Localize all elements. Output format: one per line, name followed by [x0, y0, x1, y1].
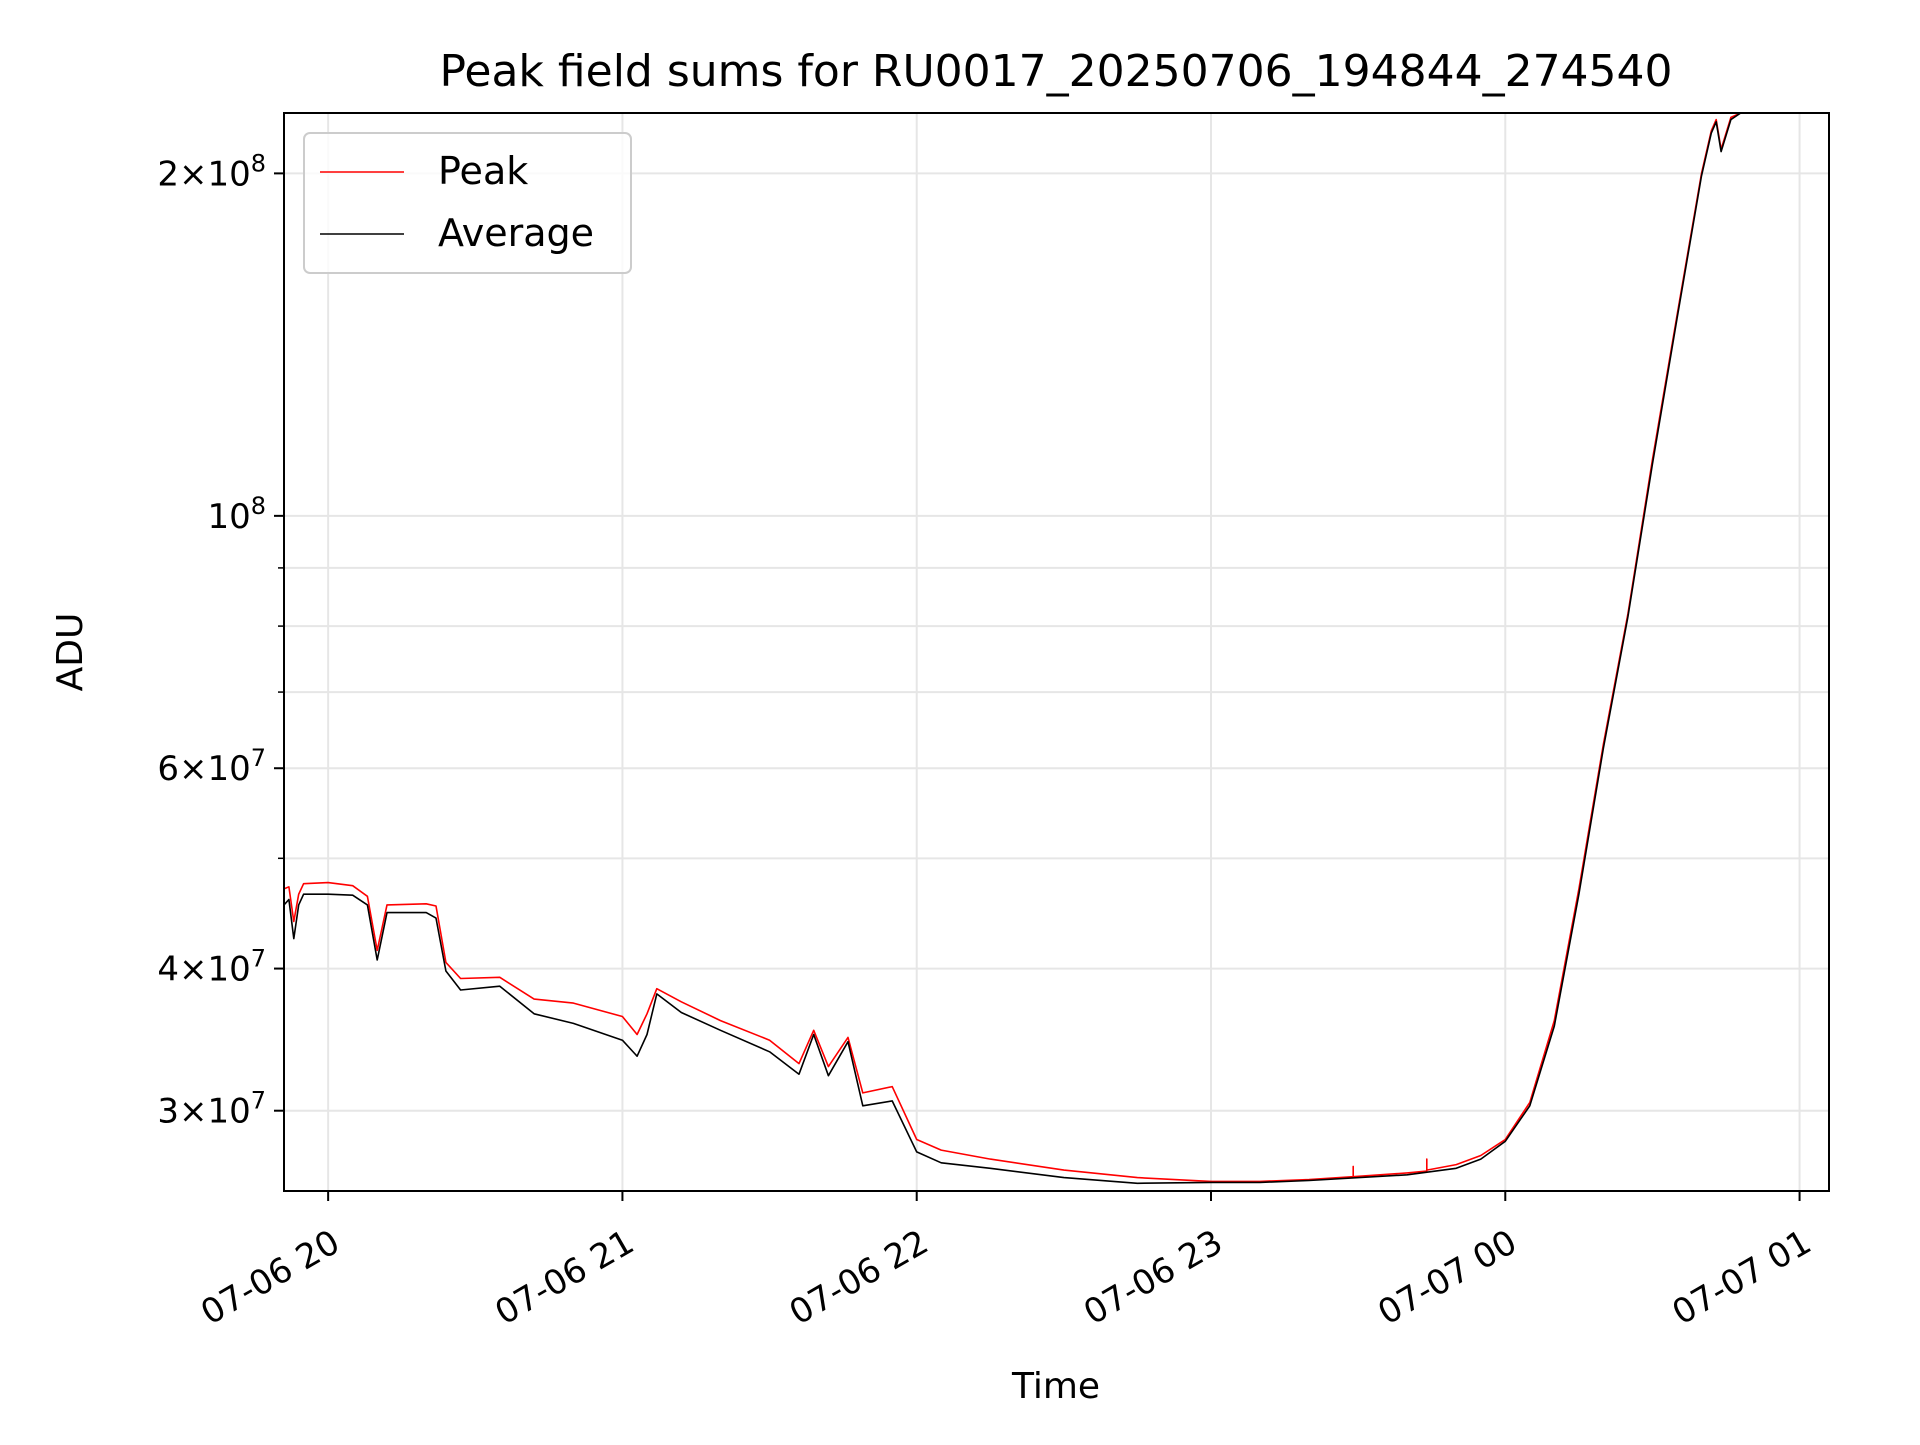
- legend-label-peak: Peak: [438, 149, 528, 193]
- legend: Peak Average: [303, 132, 632, 274]
- series-line-average: [284, 113, 1742, 1185]
- plot-area-frame: [283, 112, 1830, 1192]
- legend-label-average: Average: [438, 211, 594, 255]
- series-line-peak: [284, 113, 1742, 1183]
- y-tick-label: 3×107: [157, 1087, 266, 1132]
- y-axis-label: ADU: [50, 613, 91, 692]
- chart-title: Peak field sums for RU0017_20250706_1948…: [439, 46, 1672, 97]
- x-axis-label: Time: [1011, 1366, 1100, 1407]
- y-tick-label: 4×107: [157, 945, 266, 990]
- legend-box: [303, 132, 632, 274]
- y-tick-label: 6×107: [157, 744, 266, 789]
- y-tick-label: 2×108: [157, 149, 266, 194]
- y-tick-label: 108: [207, 492, 266, 537]
- series-layer: [284, 113, 1742, 1185]
